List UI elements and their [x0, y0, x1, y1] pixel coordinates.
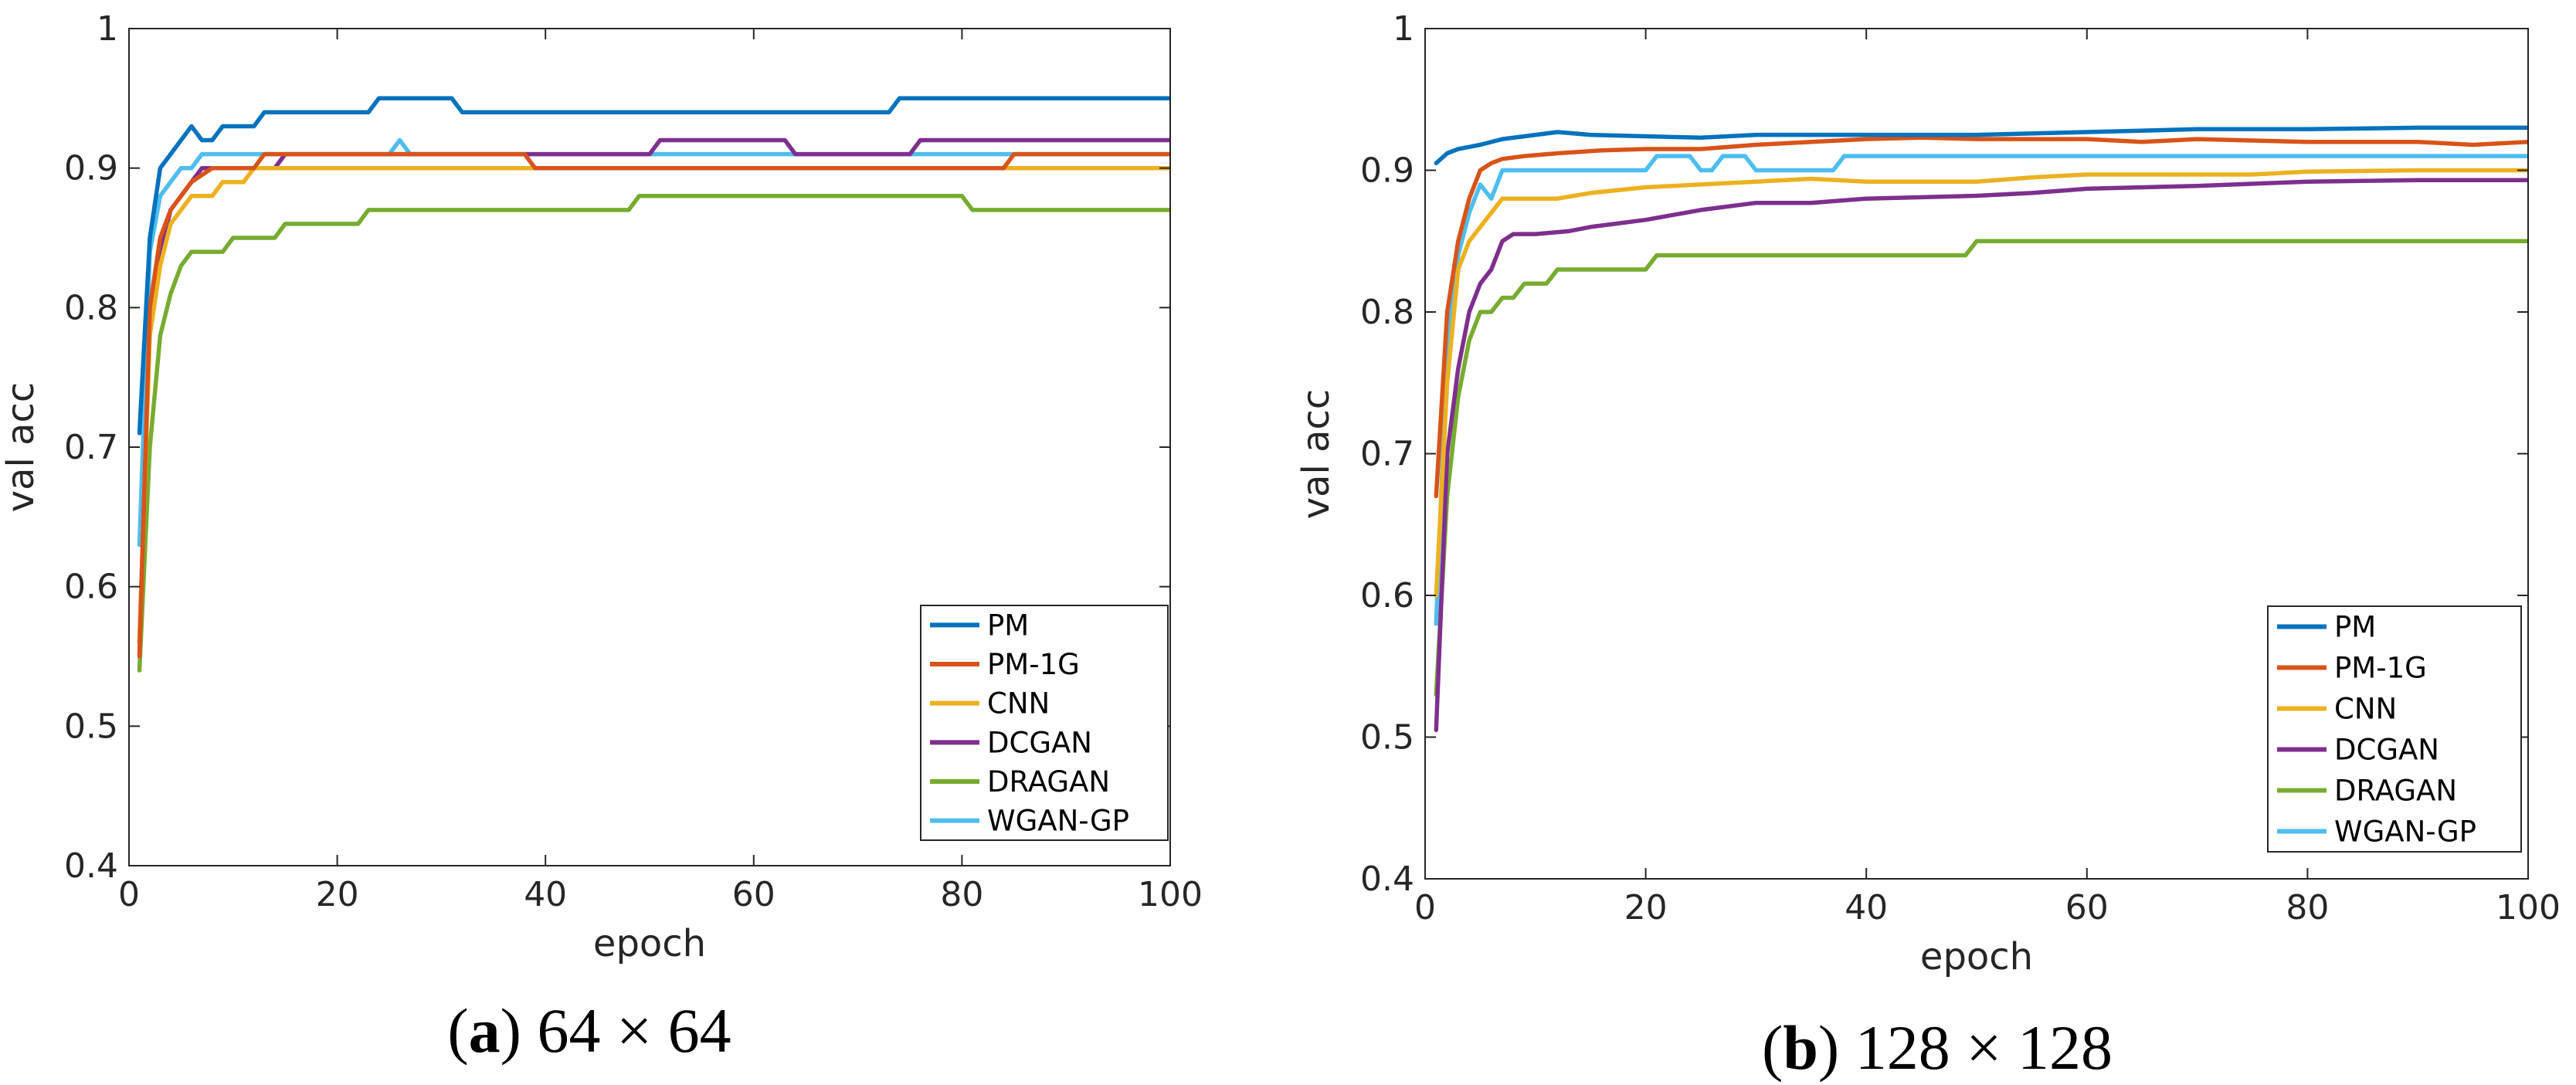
caption-text: 128 × 128 [1855, 1012, 2113, 1083]
y-tick-label: 0.6 [1360, 576, 1414, 615]
legend-label-pm: PM [987, 609, 1029, 642]
legend-label-pm: PM [2334, 611, 2376, 644]
legend-label-wgan-gp: WGAN-GP [2334, 815, 2476, 849]
series-lines [137, 96, 1170, 673]
series-line-wgan-gp [1434, 154, 2528, 626]
series-line-pm [137, 96, 1170, 436]
x-tick-label: 40 [524, 875, 567, 914]
y-tick-label: 0.9 [64, 149, 118, 188]
series-line-dragan [1434, 239, 2528, 697]
legend-label-dcgan: DCGAN [2334, 734, 2439, 767]
series-line-pm-1g [1434, 135, 2528, 499]
series-line-pm [1434, 125, 2528, 166]
x-tick-label: 20 [1624, 888, 1668, 927]
y-tick-label: 0.5 [1360, 718, 1414, 758]
legend-label-cnn: CNN [2334, 693, 2397, 726]
caption-open: ( [1762, 1012, 1783, 1083]
x-tick-label: 80 [940, 875, 983, 914]
x-tick-label: 40 [1845, 888, 1888, 927]
caption-close: ) [1818, 1012, 1855, 1083]
x-tick-label: 0 [1414, 888, 1436, 927]
y-tick-label: 1 [1393, 9, 1414, 49]
y-tick-label: 0.8 [64, 288, 118, 327]
series-lines [1434, 125, 2528, 733]
y-tick-label: 0.7 [64, 428, 118, 467]
x-axis-label: epoch [593, 922, 706, 965]
legend: PM PM-1G CNN DCGAN DRAGAN WGAN-GP [920, 605, 1169, 841]
series-line-dcgan [1434, 178, 2528, 733]
x-tick-label: 100 [2496, 888, 2561, 927]
y-tick-label: 1 [97, 9, 118, 49]
caption-letter: a [469, 995, 501, 1066]
legend: PM PM-1G CNN DCGAN DRAGAN WGAN-GP [2267, 605, 2522, 853]
caption-close: ) [501, 995, 538, 1066]
legend-label-dcgan: DCGAN [987, 726, 1092, 759]
x-tick-label: 60 [2065, 888, 2109, 927]
series-line-dragan [137, 194, 1170, 673]
legend-label-dragan: DRAGAN [2334, 775, 2457, 808]
series-line-cnn [137, 165, 1170, 645]
y-axis-label: val acc [1295, 389, 1338, 520]
y-tick-label: 0.4 [64, 846, 118, 886]
x-tick-label: 60 [732, 875, 776, 914]
legend-label-wgan-gp: WGAN-GP [987, 805, 1129, 838]
legend-label-cnn: CNN [987, 687, 1050, 721]
y-tick-label: 0.7 [1360, 435, 1414, 474]
legend-label-pm-1g: PM-1G [987, 648, 1080, 681]
y-tick-label: 0.5 [64, 707, 118, 746]
panel-caption: (b) 128 × 128 [1762, 1012, 2113, 1083]
legend-label-pm-1g: PM-1G [2334, 652, 2427, 685]
x-tick-label: 20 [316, 875, 359, 914]
y-axis-label: val acc [0, 382, 42, 513]
y-tick-label: 0.6 [64, 568, 118, 607]
series-line-pm-1g [137, 151, 1170, 659]
caption-letter: b [1783, 1012, 1818, 1083]
chart-panel-b: 0 20 40 60 80 100 0.4 0.5 0.6 0.7 0.8 0.9 1 epoch val … [1295, 9, 2561, 1083]
x-axis-label: epoch [1920, 935, 2033, 978]
panel-caption: (a) 64 × 64 [447, 995, 731, 1066]
x-tick-label: 0 [118, 875, 140, 914]
chart-panel-a: 0 20 40 60 80 100 0.4 0.5 0.6 0.7 0.8 0.9 1 epoch val … [0, 9, 1203, 1066]
caption-text: 64 × 64 [537, 995, 731, 1066]
y-tick-label: 0.8 [1360, 293, 1414, 332]
y-tick-label: 0.4 [1360, 860, 1414, 899]
caption-open: ( [447, 995, 468, 1066]
y-tick-label: 0.9 [1360, 151, 1414, 191]
legend-box [920, 605, 1169, 841]
legend-box [2267, 605, 2522, 853]
x-tick-label: 100 [1138, 875, 1203, 914]
x-tick-label: 80 [2286, 888, 2329, 927]
series-line-wgan-gp [137, 137, 1170, 548]
legend-label-dragan: DRAGAN [987, 765, 1110, 798]
series-line-cnn [1434, 168, 2528, 598]
